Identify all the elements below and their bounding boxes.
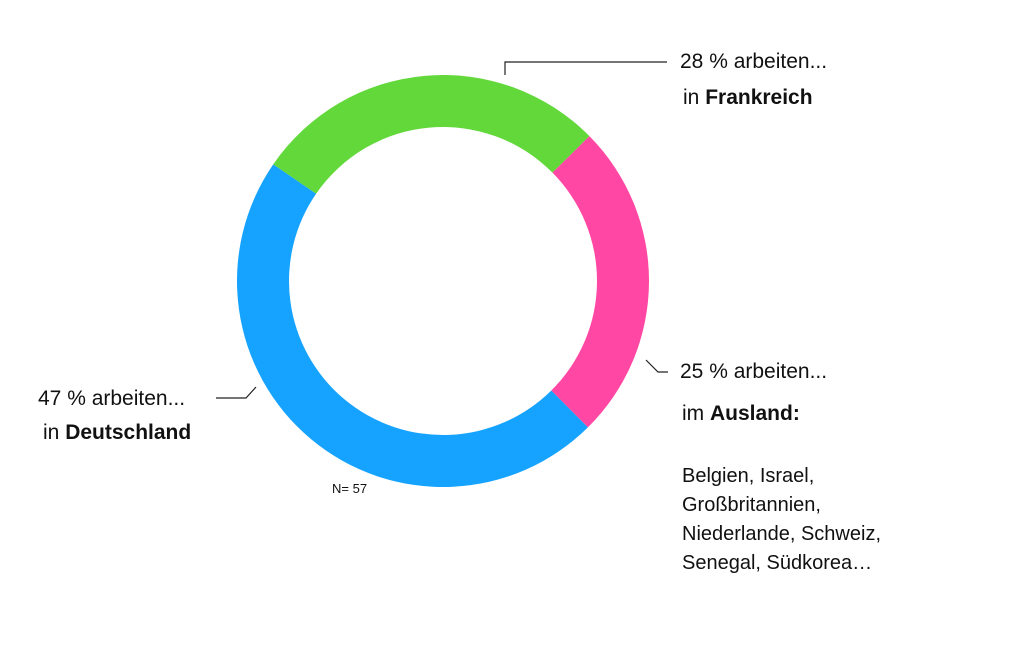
slice-frankreich	[273, 75, 590, 194]
leader-line-deutschland	[216, 386, 257, 399]
country-line: Senegal, Südkorea…	[682, 552, 873, 574]
label-deutschland: in Deutschland	[43, 418, 191, 448]
label-deutschland-name: Deutschland	[65, 421, 192, 444]
label-frankreich-percent: 28 % arbeiten...	[680, 50, 828, 73]
label-frankreich-name: Frankreich	[705, 86, 813, 109]
label-deutschland-percent: 47 % arbeiten...	[38, 387, 186, 410]
label-ausland: im Ausland:	[682, 399, 800, 429]
leader-lines	[216, 61, 668, 399]
country-line: Niederlande, Schweiz,	[682, 523, 881, 545]
label-ausland-name: Ausland:	[710, 402, 800, 425]
label-frankreich-prefix: in	[683, 86, 706, 109]
ausland-country-list: Belgien, Israel, Großbritannien, Niederl…	[682, 462, 881, 578]
country-line: Großbritannien,	[682, 494, 821, 516]
leader-line-ausland	[645, 359, 668, 373]
slice-ausland	[551, 136, 649, 428]
donut-slices	[237, 75, 649, 487]
label-frankreich: in Frankreich	[683, 83, 813, 113]
country-line: Belgien, Israel,	[682, 465, 815, 487]
label-ausland-percent: 25 % arbeiten...	[680, 360, 828, 383]
label-ausland-prefix: im	[682, 402, 710, 425]
sample-size-label: N= 57	[332, 481, 368, 496]
leader-line-frankreich	[504, 61, 667, 75]
label-deutschland-prefix: in	[43, 421, 66, 444]
slice-deutschland	[237, 164, 588, 487]
